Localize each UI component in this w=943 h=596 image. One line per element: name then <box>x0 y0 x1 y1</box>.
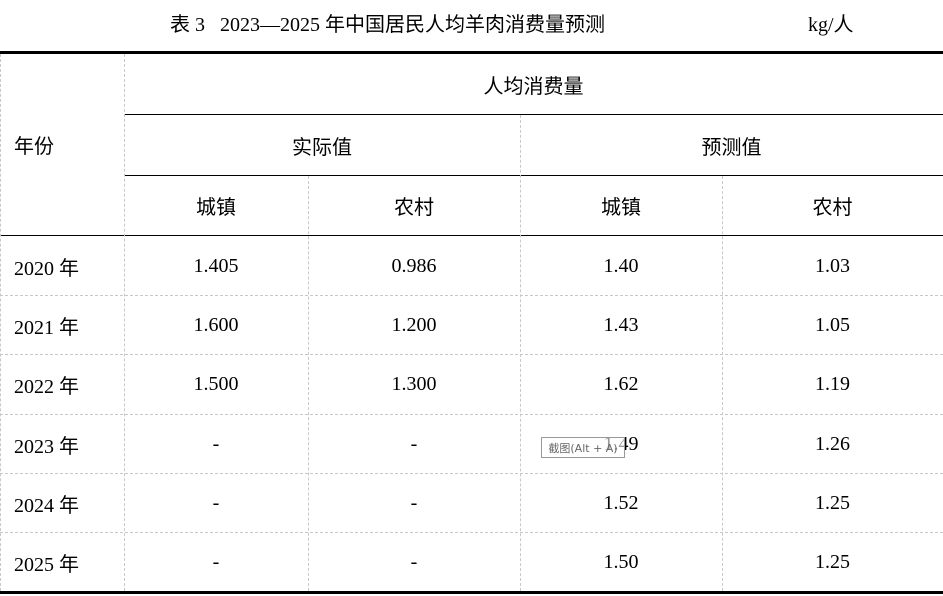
header-forecast-urban: 城镇 <box>601 197 641 219</box>
row-divider <box>0 472 943 474</box>
cell-forecast-rural: 1.25 <box>815 491 850 514</box>
header-rule <box>0 235 943 236</box>
cell-actual-urban: 1.405 <box>193 255 239 278</box>
cell-year: 2021 年 <box>14 317 79 340</box>
unit-label: kg/人 <box>808 14 854 36</box>
row-divider <box>0 295 943 297</box>
divider <box>722 176 723 591</box>
header-actual-urban: 城镇 <box>196 197 236 219</box>
table-title: 表 3 2023—2025 年中国居民人均羊肉消费量预测 <box>170 14 605 36</box>
cell-forecast-rural: 1.25 <box>815 551 850 574</box>
cell-year: 2022 年 <box>14 376 79 399</box>
cell-forecast-urban: 1.40 <box>603 255 639 278</box>
header-forecast: 预测值 <box>701 136 762 159</box>
divider <box>0 54 1 591</box>
cell-actual-rural: 1.200 <box>391 314 437 337</box>
cell-actual-urban: - <box>212 432 220 455</box>
cell-forecast-urban: 1.43 <box>603 314 639 337</box>
divider <box>308 176 309 591</box>
cell-forecast-urban: 1.50 <box>603 551 639 574</box>
cell-forecast-urban: 1.52 <box>603 491 639 514</box>
header-forecast-rural: 农村 <box>812 197 853 219</box>
row-divider <box>0 354 943 356</box>
cell-forecast-urban: 1.62 <box>603 373 639 396</box>
cell-forecast-rural: 1.05 <box>815 314 850 337</box>
header-actual-rural: 农村 <box>394 197 434 219</box>
cell-actual-urban: - <box>212 551 220 574</box>
cell-actual-urban: 1.500 <box>193 373 239 396</box>
cell-year: 2024 年 <box>14 494 79 517</box>
cell-actual-rural: 0.986 <box>391 255 437 278</box>
cell-year: 2020 年 <box>14 258 79 281</box>
cell-forecast-rural: 1.26 <box>815 432 850 455</box>
cell-actual-rural: - <box>410 432 418 455</box>
cell-actual-rural: - <box>410 551 418 574</box>
cell-forecast-rural: 1.19 <box>815 373 850 396</box>
rule <box>124 114 943 115</box>
divider <box>520 115 521 591</box>
cell-actual-urban: 1.600 <box>193 314 239 337</box>
cell-actual-urban: - <box>212 491 220 514</box>
header-actual: 实际值 <box>292 136 352 159</box>
bottom-rule <box>0 591 943 594</box>
screenshot-tooltip: 截图(Alt + A) <box>541 437 625 458</box>
cell-forecast-rural: 1.03 <box>815 255 850 278</box>
cell-actual-rural: - <box>410 491 418 514</box>
header-per-capita: 人均消费量 <box>483 75 584 98</box>
top-rule <box>0 51 943 54</box>
rule <box>124 175 943 176</box>
cell-year: 2023 年 <box>14 435 79 458</box>
row-divider <box>0 413 943 415</box>
header-year: 年份 <box>14 136 54 158</box>
cell-actual-rural: 1.300 <box>391 373 437 396</box>
cell-year: 2025 年 <box>14 554 79 577</box>
row-divider <box>0 532 943 533</box>
divider <box>124 54 125 591</box>
